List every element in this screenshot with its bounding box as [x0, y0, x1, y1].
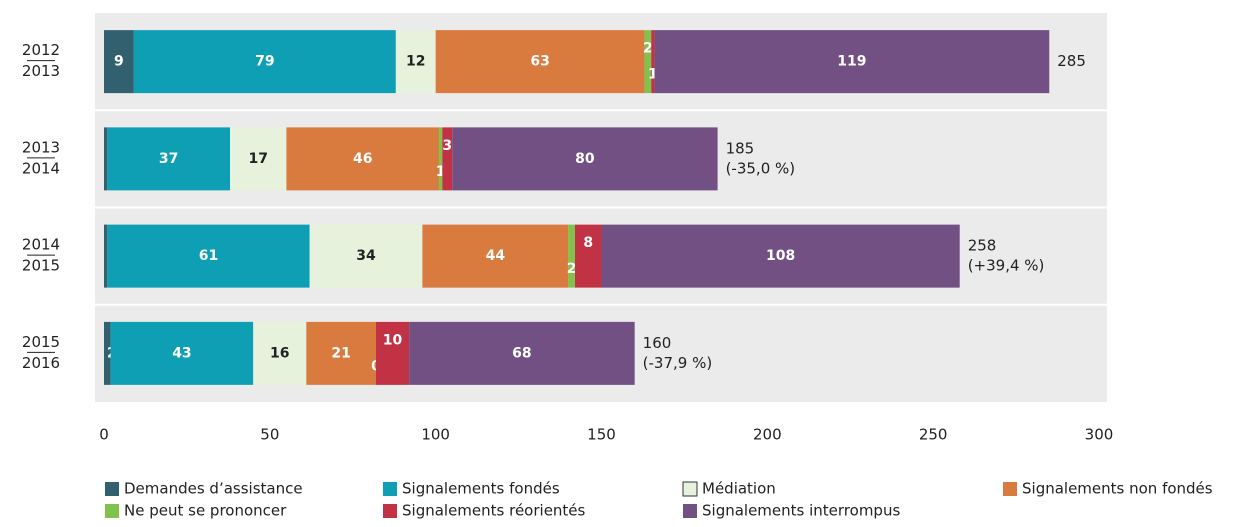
- bar-segment: [654, 30, 1050, 94]
- data-label: 3: [442, 138, 452, 154]
- data-label: 108: [766, 248, 795, 264]
- data-label: 61: [199, 248, 218, 264]
- x-tick-label: 250: [919, 426, 948, 444]
- legend-swatch: [682, 481, 698, 497]
- category-label: 2013: [22, 62, 60, 80]
- data-label: 63: [530, 54, 549, 70]
- x-tick-label: 100: [421, 426, 450, 444]
- legend-label: Demandes d’assistance: [124, 480, 303, 498]
- data-label: 43: [172, 345, 191, 361]
- data-label: 8: [583, 235, 593, 251]
- data-label: 79: [255, 54, 274, 70]
- bar-segment: [107, 127, 231, 191]
- data-label: 46: [353, 151, 372, 167]
- bar-segment: [574, 224, 602, 288]
- x-tick-label: 150: [587, 426, 616, 444]
- bar-segment: [452, 127, 718, 191]
- legend-label: Signalements non fondés: [1022, 480, 1213, 498]
- data-label: 1: [436, 164, 446, 180]
- total-label: 258: [968, 237, 997, 255]
- data-label: 10: [383, 332, 403, 348]
- legend-label: Ne peut se prononcer: [124, 502, 287, 520]
- category-label: 2014: [22, 159, 60, 177]
- bar-segment: [651, 30, 655, 94]
- bar-segment: [104, 127, 108, 191]
- x-tick-label: 50: [260, 426, 279, 444]
- data-label: 119: [837, 54, 866, 70]
- x-tick-label: 0: [99, 426, 109, 444]
- bar-segment: [438, 127, 443, 191]
- category-label: 2014: [22, 236, 60, 254]
- bar-segment: [568, 224, 575, 288]
- total-label: 160: [643, 334, 672, 352]
- data-label: 2: [643, 41, 653, 57]
- legend-swatch: [383, 504, 397, 518]
- bar-segment: [104, 224, 108, 288]
- legend-label: Signalements réorientés: [402, 502, 586, 520]
- data-label: 44: [486, 248, 506, 264]
- total-label: 285: [1057, 52, 1086, 70]
- legend-swatch: [105, 482, 119, 496]
- category-label: 2016: [22, 354, 60, 372]
- category-label: 2015: [22, 333, 60, 351]
- bar-segment: [104, 30, 134, 94]
- data-label: 17: [248, 151, 267, 167]
- data-label: 2: [567, 261, 577, 277]
- total-change-label: (-35,0 %): [726, 159, 796, 177]
- bar-segment: [253, 321, 307, 385]
- data-label: 34: [356, 248, 376, 264]
- data-label: 12: [406, 54, 425, 70]
- bar-segment: [286, 127, 439, 191]
- bar-segment: [442, 127, 453, 191]
- data-label: 68: [512, 345, 531, 361]
- category-label: 2012: [22, 41, 60, 59]
- legend-label: Signalements fondés: [402, 480, 560, 498]
- category-label: 2013: [22, 138, 60, 156]
- total-change-label: (+39,4 %): [968, 257, 1045, 275]
- bar-segment: [409, 321, 635, 385]
- data-label: 16: [270, 345, 289, 361]
- data-label: 9: [114, 54, 124, 70]
- legend-swatch: [1003, 482, 1017, 496]
- bar-segment: [110, 321, 254, 385]
- x-tick-label: 300: [1085, 426, 1114, 444]
- legend-label: Médiation: [702, 480, 776, 498]
- legend-swatch: [383, 482, 397, 496]
- data-label: 80: [575, 151, 595, 167]
- bar-segment: [644, 30, 652, 94]
- x-tick-label: 200: [753, 426, 782, 444]
- bar-segment: [309, 224, 423, 288]
- data-label: 1: [648, 67, 658, 83]
- bar-segment: [375, 321, 410, 385]
- bar-segment: [230, 127, 287, 191]
- legend-label: Signalements interrompus: [702, 502, 900, 520]
- total-label: 185: [726, 139, 755, 157]
- legend-swatch: [683, 504, 697, 518]
- bar-segment: [107, 224, 310, 288]
- total-change-label: (-37,9 %): [643, 354, 713, 372]
- legend-swatch: [105, 504, 119, 518]
- data-label: 37: [159, 151, 178, 167]
- bar-segment: [306, 321, 376, 385]
- bar-segment: [435, 30, 645, 94]
- category-label: 2015: [22, 257, 60, 275]
- bar-segment: [133, 30, 396, 94]
- bar-segment: [422, 224, 569, 288]
- bar-segment: [601, 224, 960, 288]
- data-label: 21: [331, 345, 350, 361]
- bar-segment: [104, 321, 111, 385]
- bar-segment: [395, 30, 436, 94]
